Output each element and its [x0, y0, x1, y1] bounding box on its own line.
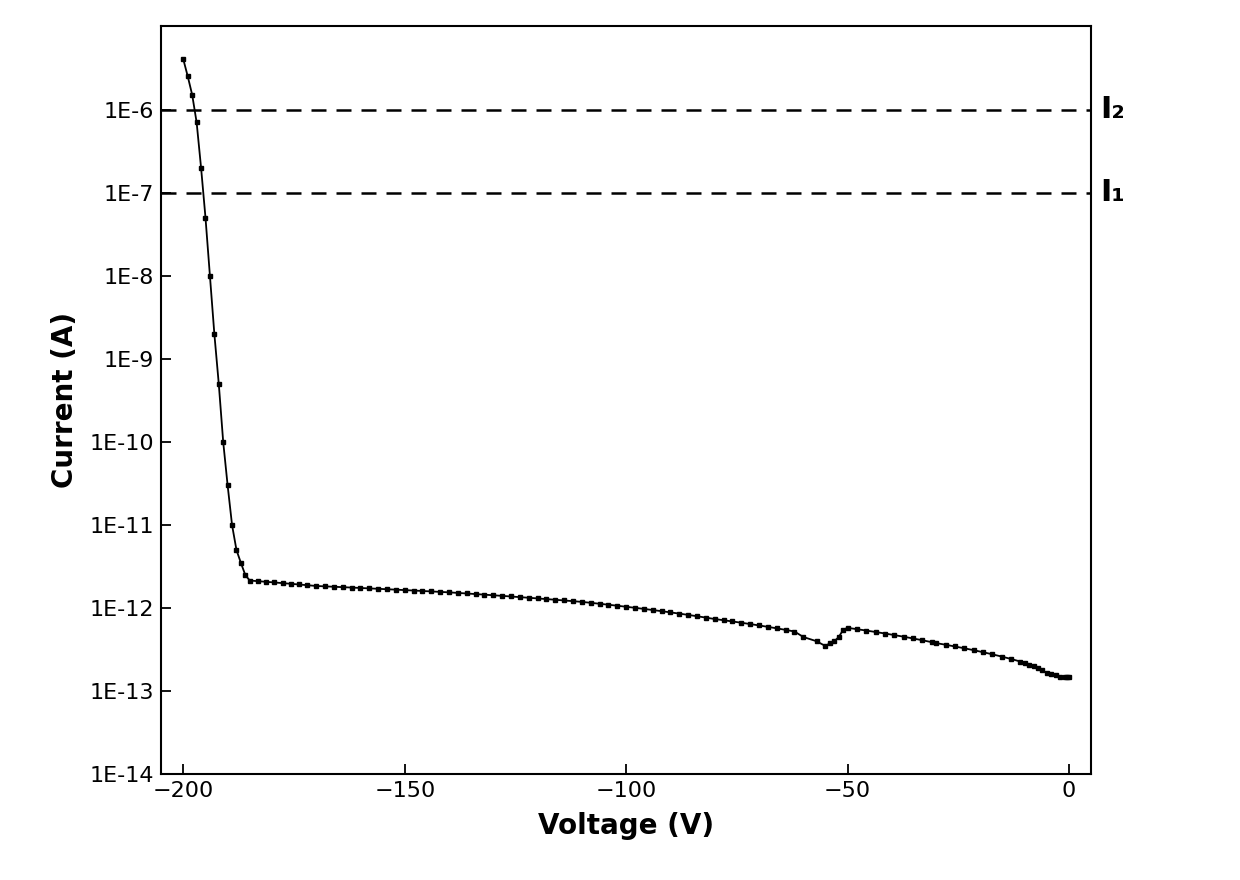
Text: I₁: I₁ — [1101, 178, 1125, 207]
X-axis label: Voltage (V): Voltage (V) — [538, 812, 714, 840]
Y-axis label: Current (A): Current (A) — [51, 312, 78, 488]
Text: I₂: I₂ — [1101, 95, 1125, 124]
